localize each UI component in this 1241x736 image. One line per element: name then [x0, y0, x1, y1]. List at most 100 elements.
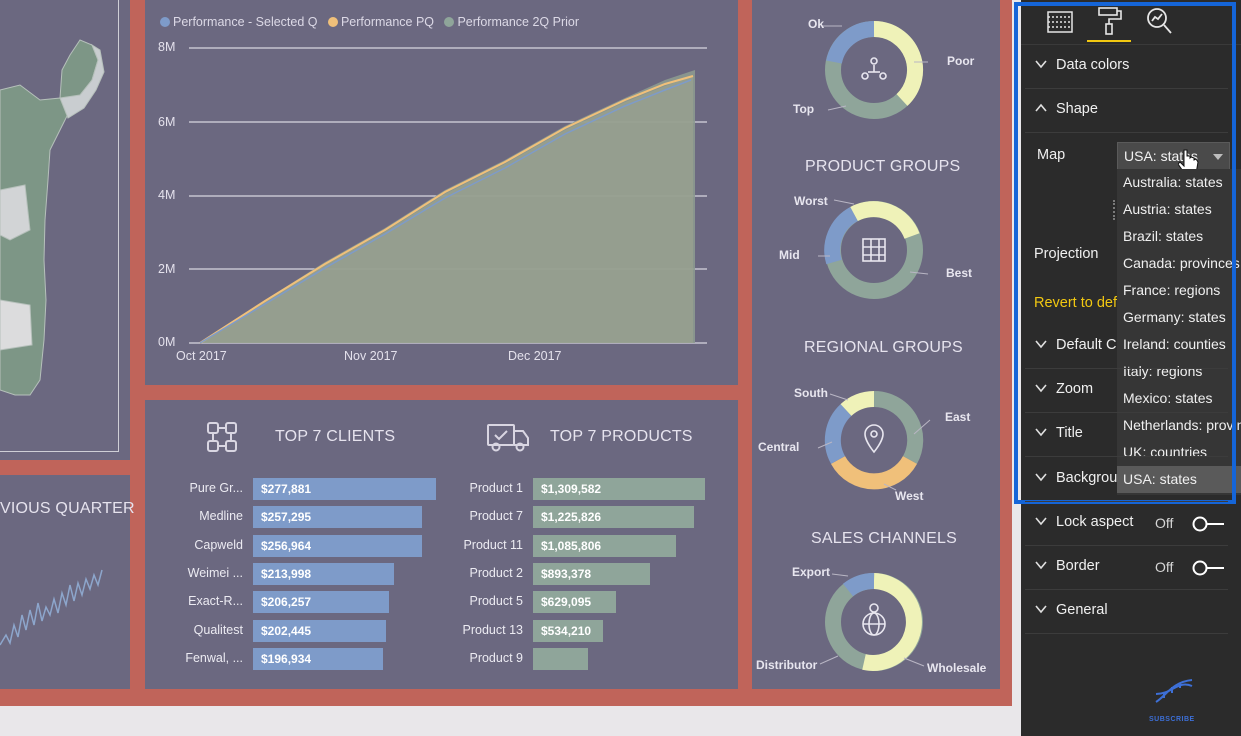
- chevron-up-icon: [1035, 103, 1047, 112]
- bar: [533, 647, 588, 670]
- dna-logo-icon: [1155, 679, 1193, 703]
- bar-value: $202,445: [261, 623, 312, 638]
- map-option[interactable]: Germany: states: [1123, 309, 1226, 325]
- x-tick: Dec 2017: [508, 349, 562, 363]
- donut-label: Worst: [794, 194, 828, 208]
- bar-row[interactable]: Weimei ... $213,998: [145, 562, 436, 585]
- section-label: Shape: [1056, 101, 1098, 117]
- section-default-color[interactable]: Default C: [1030, 326, 1230, 366]
- bar-row[interactable]: Exact-R... $206,257: [145, 591, 436, 614]
- bar: $206,257: [253, 591, 389, 614]
- fields-icon[interactable]: [1046, 8, 1074, 36]
- y-tick: 4M: [158, 188, 176, 202]
- section-lock-aspect[interactable]: Lock aspect: [1030, 503, 1230, 543]
- regional-groups-title: REGIONAL GROUPS: [804, 339, 963, 356]
- bar-name: Product 13: [462, 622, 523, 637]
- map-option[interactable]: USA: states: [1117, 466, 1241, 493]
- section-general[interactable]: General: [1030, 591, 1230, 631]
- map-option[interactable]: Canada: provinces: [1123, 255, 1240, 271]
- legend-label: Performance 2Q Prior: [457, 15, 580, 29]
- projection-label: Projection: [1034, 246, 1099, 262]
- series-selected-q-line: [199, 79, 692, 344]
- legend-label: Performance PQ: [340, 15, 435, 29]
- format-tab-underline: [1087, 40, 1131, 42]
- section-shape[interactable]: Shape: [1030, 90, 1230, 130]
- y-tick: 2M: [158, 262, 176, 276]
- donut-label: Poor: [947, 54, 975, 68]
- bar-row[interactable]: Product 13 $534,210: [145, 619, 705, 642]
- bar: $196,934: [253, 647, 383, 670]
- revert-to-default-link[interactable]: Revert to def: [1034, 295, 1118, 311]
- map-select[interactable]: USA: states: [1117, 142, 1230, 171]
- paint-roller-icon[interactable]: [1095, 6, 1123, 36]
- bar-row[interactable]: Pure Gr... $277,881: [145, 478, 436, 500]
- section-data-colors[interactable]: Data colors: [1030, 46, 1230, 86]
- section-divider: [1025, 368, 1228, 369]
- bar-row[interactable]: Product 9: [145, 647, 705, 670]
- bar-name: Product 5: [469, 594, 523, 609]
- legend-item-selected-q[interactable]: Performance - Selected Q: [160, 15, 318, 29]
- chevron-down-icon: [1035, 384, 1047, 393]
- x-tick: Nov 2017: [344, 349, 398, 363]
- bar-name: Product 2: [469, 565, 523, 580]
- section-divider: [1025, 412, 1228, 413]
- series-pq-line: [199, 75, 694, 344]
- donut-label: Wholesale: [927, 661, 987, 675]
- legend-dot-icon: [327, 17, 338, 27]
- product-groups-donut: [818, 199, 929, 299]
- donut-label: Export: [792, 565, 831, 579]
- donut-label: Mid: [779, 248, 800, 262]
- section-title[interactable]: Title: [1030, 414, 1230, 454]
- customer-groups-donut: [822, 20, 928, 119]
- bar-row[interactable]: Product 1 $1,309,582: [145, 478, 705, 500]
- legend-item-pq[interactable]: Performance PQ: [327, 15, 435, 29]
- building-icon: [862, 238, 886, 262]
- map-option[interactable]: Mexico: states: [1123, 390, 1213, 406]
- map-option[interactable]: France: regions: [1123, 282, 1221, 298]
- product-groups-title: PRODUCT GROUPS: [805, 158, 961, 175]
- previous-quarter-panel[interactable]: VIOUS QUARTER: [0, 475, 135, 689]
- bar-value: $277,881: [261, 482, 312, 496]
- donut-label: Ok: [808, 17, 825, 31]
- map-option[interactable]: Austria: states: [1123, 201, 1212, 217]
- border-toggle[interactable]: [1192, 560, 1226, 576]
- bar-row[interactable]: Capweld $256,964: [145, 534, 436, 557]
- map-option[interactable]: Italy: regions: [1123, 363, 1203, 379]
- analytics-magnifier-icon[interactable]: [1144, 6, 1174, 36]
- section-zoom[interactable]: Zoom: [1030, 370, 1230, 410]
- legend-item-2q-prior[interactable]: Performance 2Q Prior: [444, 15, 579, 29]
- bar-row[interactable]: Medline $257,295: [145, 506, 436, 529]
- chevron-down-icon: [1035, 428, 1047, 437]
- donut-label: East: [945, 410, 971, 424]
- donut-charts-panel[interactable]: Ok Poor Top PRODUCT GROUPS Worst Mid Bes…: [752, 0, 1000, 689]
- bar-row[interactable]: Product 5 $629,095: [145, 591, 705, 614]
- performance-chart-panel[interactable]: Performance - Selected Q Performance PQ …: [145, 0, 738, 385]
- map-option[interactable]: Netherlands: provinces: [1123, 417, 1241, 433]
- bar-row[interactable]: Product 7 $1,225,826: [145, 506, 705, 529]
- map-option[interactable]: Ireland: counties: [1123, 336, 1226, 352]
- mouse-pointer-icon: [1178, 149, 1199, 175]
- top-lists-panel[interactable]: TOP 7 CLIENTS TOP 7 PRODUCTS Pure Gr... $…: [145, 400, 738, 689]
- legend-label: Performance - Selected Q: [173, 15, 318, 29]
- regional-groups-donut: [817, 390, 931, 491]
- bar-row[interactable]: Product 2 $893,378: [145, 562, 705, 585]
- bar-name: Qualitest: [193, 622, 243, 637]
- y-tick: 0M: [158, 335, 176, 349]
- lock-aspect-toggle[interactable]: [1192, 516, 1226, 532]
- legend-dot-icon: [444, 17, 455, 27]
- bar-value: $629,095: [541, 595, 592, 610]
- map-option[interactable]: Australia: states: [1123, 174, 1223, 190]
- map-option[interactable]: Brazil: states: [1123, 228, 1204, 244]
- us-map-shape: [0, 0, 119, 452]
- bar-row[interactable]: Product 11 $1,085,806: [145, 534, 705, 557]
- subscribe-watermark: SUBSCRIBE: [1149, 716, 1195, 723]
- section-label: Data colors: [1056, 57, 1130, 73]
- bar-row[interactable]: Fenwal, ... $196,934: [145, 647, 436, 670]
- section-border[interactable]: Border: [1030, 547, 1230, 587]
- chevron-down-icon: [1035, 60, 1047, 69]
- map-panel[interactable]: [0, 0, 130, 460]
- bar-row[interactable]: Qualitest $202,445: [145, 619, 436, 642]
- section-background[interactable]: Backgrou: [1030, 459, 1230, 499]
- lock-aspect-state: Off: [1155, 515, 1174, 531]
- top-products-title: TOP 7 PRODUCTS: [550, 428, 693, 445]
